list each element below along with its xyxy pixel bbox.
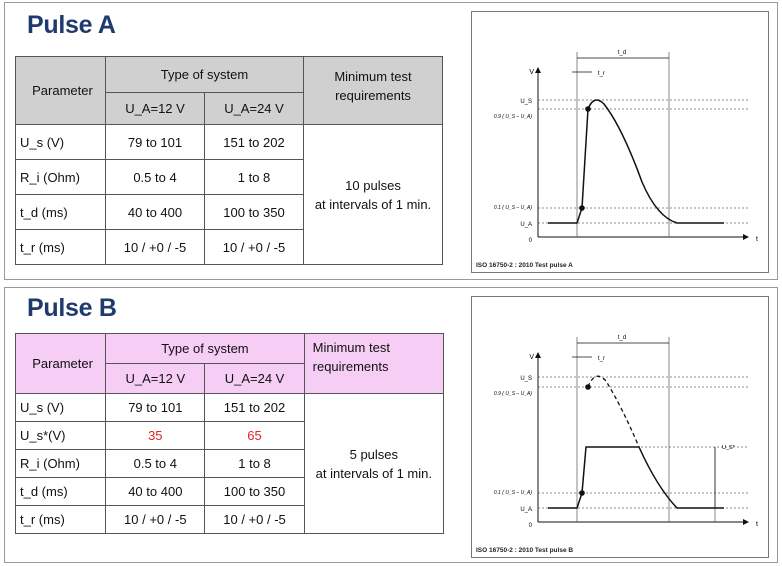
table-row: R_i (Ohm) 0.5 to 4 1 to 8	[14, 449, 444, 478]
label-01: 0.1 ( U_S – U_A)	[494, 490, 532, 496]
pulse-a-waveform: V t U_S 0.9 ( U_S – U_A) 0.1 ( U_S – U_A…	[494, 50, 758, 244]
label-tr: t_r	[598, 71, 605, 77]
value-12v: 40 to 400	[105, 477, 206, 506]
label-tr: t_r	[598, 356, 605, 362]
header-12v: U_A=12 V	[105, 363, 206, 394]
table-row: t_d (ms) 40 to 400 100 to 350	[15, 194, 443, 230]
value-12v: 0.5 to 4	[105, 449, 206, 478]
label-td: t_d	[618, 335, 626, 341]
header-min-test: Minimum test requirements	[303, 56, 443, 125]
header-parameter: Parameter	[14, 333, 107, 394]
value-24v: 151 to 202	[204, 124, 304, 160]
pulse-b-figure: V t U_S 0.9 ( U_S – U_A) 0.1 ( U_S – U_A…	[471, 296, 769, 558]
header-type-of-system: Type of system	[105, 333, 305, 364]
value-24v: 100 to 350	[204, 477, 305, 506]
label-us: U_S	[520, 376, 532, 382]
param-cell: t_d (ms)	[15, 194, 106, 230]
pulse-a-figure: V t U_S 0.9 ( U_S – U_A) 0.1 ( U_S – U_A…	[471, 11, 769, 273]
param-cell: t_r (ms)	[15, 229, 106, 265]
label-ua: U_A	[520, 222, 532, 228]
label-td: t_d	[618, 50, 626, 56]
pulse-b-table: Parameter Type of system Minimum test re…	[14, 333, 445, 534]
param-cell: U_s*(V)	[14, 421, 107, 450]
axis-t-label: t	[756, 521, 758, 528]
value-12v: 10 / +0 / -5	[105, 505, 206, 534]
label-us: U_S	[520, 99, 532, 105]
pulse-b-waveform: V t U_S 0.9 ( U_S – U_A) 0.1 ( U_S – U_A…	[494, 335, 758, 529]
header-parameter: Parameter	[15, 56, 106, 125]
value-12v: 0.5 to 4	[105, 159, 205, 195]
requirement-cell: 10 pulses at intervals of 1 min.	[303, 124, 443, 265]
param-cell: R_i (Ohm)	[15, 159, 106, 195]
figure-caption: ISO 16750-2 : 2010 Test pulse A	[476, 262, 573, 269]
value-12v: 10 / +0 / -5	[105, 229, 205, 265]
axis-t-label: t	[756, 236, 758, 243]
table-row: U_s (V) 79 to 101 151 to 202 5 pulses at…	[14, 393, 445, 534]
value-12v: 40 to 400	[105, 194, 205, 230]
param-cell: t_d (ms)	[14, 477, 107, 506]
param-cell: t_r (ms)	[14, 505, 107, 534]
header-12v: U_A=12 V	[105, 92, 205, 125]
table-row: t_r (ms) 10 / +0 / -5 10 / +0 / -5	[15, 229, 443, 265]
value-24v: 1 to 8	[204, 449, 305, 478]
pulse-b-title: Pulse B	[27, 294, 117, 322]
figure-caption: ISO 16750-2 : 2010 Test pulse B	[476, 547, 574, 554]
pulse-curve	[548, 99, 724, 224]
param-cell: R_i (Ohm)	[14, 449, 107, 478]
param-cell: U_s (V)	[15, 124, 106, 160]
pulse-b-panel: Pulse B Parameter Type of system Minimum…	[4, 287, 778, 563]
table-row: U_s (V) 79 to 101 151 to 202 10 pulses a…	[15, 124, 443, 265]
value-24v: 151 to 202	[204, 393, 305, 422]
axis-v-label: V	[529, 69, 534, 76]
value-12v: 79 to 101	[105, 124, 205, 160]
table-row: R_i (Ohm) 0.5 to 4 1 to 8	[15, 159, 443, 195]
label-09: 0.9 ( U_S – U_A)	[494, 114, 532, 120]
value-24v: 100 to 350	[204, 194, 304, 230]
label-09: 0.9 ( U_S – U_A)	[494, 391, 532, 397]
label-01: 0.1 ( U_S – U_A)	[494, 205, 532, 211]
requirement-line1: 10 pulses	[345, 177, 401, 193]
header-type-of-system: Type of system	[105, 56, 304, 93]
pulse-a-table: Parameter Type of system Minimum test re…	[15, 56, 443, 265]
label-zero: 0	[529, 238, 533, 244]
value-12v: 35	[105, 421, 206, 450]
value-24v: 10 / +0 / -5	[204, 229, 304, 265]
param-cell: U_s (V)	[14, 393, 107, 422]
requirement-cell: 5 pulses at intervals of 1 min.	[303, 393, 445, 534]
label-us-star: U_S*	[722, 445, 736, 451]
table-row: t_r (ms) 10 / +0 / -5 10 / +0 / -5	[14, 505, 444, 534]
axis-v-label: V	[529, 354, 534, 361]
header-24v: U_A=24 V	[204, 92, 304, 125]
pulse-a-title: Pulse A	[27, 11, 116, 39]
value-24v: 1 to 8	[204, 159, 304, 195]
header-min-test: Minimum test requirements	[303, 333, 445, 394]
requirement-line2: at intervals of 1 min.	[314, 196, 432, 212]
label-ua: U_A	[520, 507, 532, 513]
value-24v: 10 / +0 / -5	[204, 505, 305, 534]
label-zero: 0	[529, 523, 533, 529]
pulse-a-panel: Pulse A Parameter Type of system Minimum…	[4, 2, 778, 280]
table-row: t_d (ms) 40 to 400 100 to 350	[14, 477, 444, 506]
value-24v: 65	[204, 421, 305, 450]
requirement-line2: at intervals of 1 min.	[315, 465, 432, 481]
pulse-curve	[548, 446, 724, 509]
requirement-line1: 5 pulses	[349, 446, 399, 462]
pulse-dashed-curve	[587, 375, 640, 448]
header-24v: U_A=24 V	[204, 363, 305, 394]
value-12v: 79 to 101	[105, 393, 206, 422]
